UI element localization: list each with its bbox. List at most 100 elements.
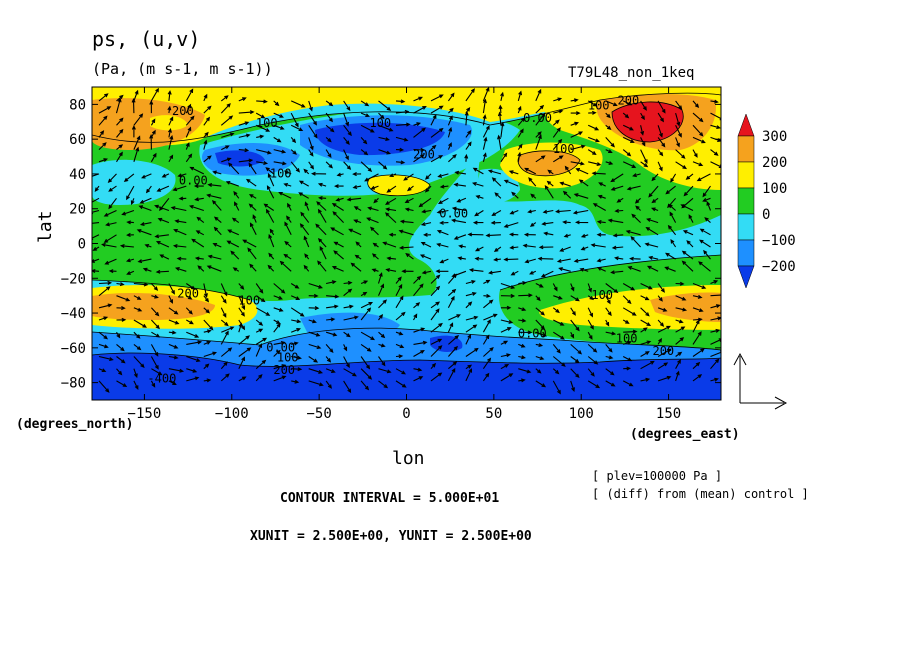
- wind-arrow: [98, 303, 113, 309]
- wind-arrow: [535, 368, 542, 374]
- wind-arrow: [298, 192, 309, 199]
- wind-arrow: [269, 228, 275, 236]
- wind-arrow: [570, 111, 581, 116]
- wind-arrow: [221, 157, 232, 163]
- wind-arrow: [535, 380, 547, 388]
- wind-arrow: [168, 380, 177, 385]
- wind-arrow: [150, 152, 157, 163]
- wind-arrow: [640, 161, 649, 168]
- wind-arrow: [692, 348, 705, 357]
- wind-arrow: [517, 90, 523, 102]
- wind-arrow: [194, 256, 204, 261]
- wind-arrow: [203, 307, 211, 314]
- wind-arrow: [290, 100, 306, 108]
- wind-arrow: [535, 343, 544, 348]
- wind-arrow: [325, 356, 332, 363]
- wind-arrow: [614, 208, 624, 213]
- wind-arrow: [404, 207, 414, 212]
- wind-arrow: [578, 179, 589, 187]
- wind-arrow: [623, 329, 638, 334]
- contour-label: 0.00: [523, 111, 552, 125]
- wind-arrow: [500, 121, 505, 138]
- wind-arrow: [98, 130, 105, 138]
- wind-arrow: [710, 124, 721, 130]
- wind-arrow: [538, 245, 554, 250]
- wind-arrow: [610, 185, 624, 191]
- wind-arrow: [238, 283, 245, 290]
- wind-arrow: [248, 194, 257, 199]
- wind-arrow: [541, 221, 554, 226]
- wind-arrow: [467, 232, 484, 237]
- wind-arrow: [92, 173, 100, 177]
- wind-arrow: [448, 107, 454, 114]
- wind-arrow: [133, 89, 139, 102]
- wind-arrow: [290, 327, 301, 333]
- wind-arrow: [126, 232, 134, 238]
- wind-arrow: [308, 112, 317, 126]
- wind-arrow: [518, 307, 527, 312]
- wind-arrow: [607, 218, 624, 224]
- wind-arrow: [488, 270, 501, 275]
- wind-arrow: [221, 326, 235, 333]
- wind-arrow: [573, 193, 589, 199]
- wind-arrow: [482, 98, 487, 114]
- wind-arrow: [125, 258, 135, 263]
- wind-arrow: [500, 353, 511, 358]
- wind-arrow: [249, 222, 257, 236]
- wind-arrow: [255, 319, 264, 326]
- wind-arrow: [610, 270, 624, 275]
- wind-arrow: [605, 149, 613, 153]
- wind-arrow: [325, 112, 333, 123]
- wind-arrow: [366, 217, 379, 224]
- wind-arrow: [430, 274, 441, 284]
- wind-arrow: [500, 152, 508, 163]
- wind-arrow: [625, 229, 641, 236]
- wind-arrow: [675, 125, 682, 138]
- wind-arrow: [640, 377, 651, 382]
- wind-arrow: [451, 218, 466, 224]
- wind-arrow: [317, 208, 327, 223]
- wind-arrow: [126, 270, 135, 275]
- wind-arrow: [395, 343, 405, 349]
- wind-arrow: [518, 293, 533, 298]
- wind-arrow: [448, 361, 458, 370]
- wind-arrow: [226, 240, 240, 248]
- wind-arrow: [185, 126, 192, 138]
- wind-arrow: [518, 343, 526, 348]
- wind-arrow: [395, 136, 409, 142]
- wind-arrow: [168, 319, 180, 325]
- wind-arrow: [273, 136, 282, 143]
- wind-arrow: [370, 185, 379, 190]
- wind-arrow: [233, 190, 240, 199]
- wind-arrow: [447, 126, 453, 138]
- wind-arrow: [186, 295, 193, 300]
- wind-arrow: [371, 253, 379, 260]
- wind-arrow: [493, 257, 501, 262]
- wind-arrow: [92, 197, 100, 203]
- wind-arrow: [430, 301, 441, 309]
- wind-arrow: [610, 173, 624, 183]
- wind-arrow: [186, 368, 198, 373]
- wind-arrow: [255, 295, 266, 303]
- wind-arrow: [657, 362, 669, 370]
- wind-arrow: [535, 295, 541, 302]
- wind-arrow: [378, 112, 385, 120]
- wind-arrow: [623, 340, 632, 345]
- wind-arrow: [273, 100, 280, 107]
- wind-arrow: [167, 105, 172, 114]
- wind-arrow: [597, 194, 606, 199]
- wind-arrow: [133, 307, 143, 312]
- wind-arrow: [472, 181, 484, 187]
- wind-arrow: [413, 122, 421, 126]
- wind-arrow: [590, 243, 606, 248]
- wind-arrow: [273, 364, 287, 370]
- wind-arrow: [640, 112, 645, 121]
- wind-arrow: [668, 203, 676, 211]
- wind-arrow: [343, 149, 349, 161]
- wind-arrow: [155, 241, 170, 248]
- wind-arrow: [605, 380, 616, 387]
- wind-arrow: [646, 218, 659, 224]
- wind-arrow: [267, 172, 275, 187]
- wind-arrow: [267, 264, 275, 272]
